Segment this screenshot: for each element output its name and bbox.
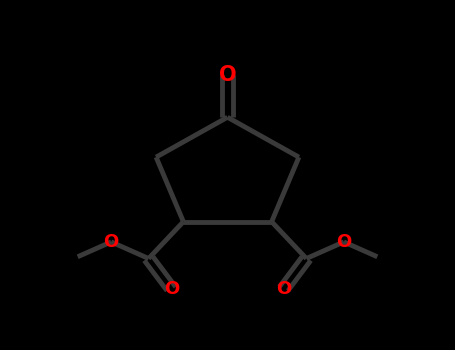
Text: O: O bbox=[219, 65, 236, 85]
Text: O: O bbox=[104, 233, 119, 251]
Text: O: O bbox=[164, 280, 179, 298]
Text: O: O bbox=[336, 233, 351, 251]
Text: O: O bbox=[276, 280, 291, 298]
